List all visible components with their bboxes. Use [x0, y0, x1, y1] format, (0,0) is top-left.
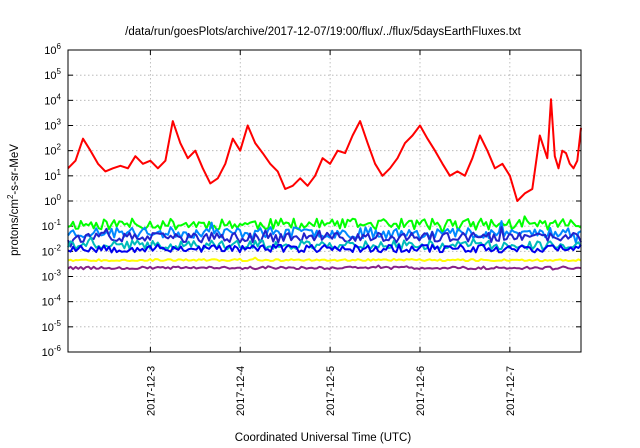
series-line-5 [67, 236, 582, 252]
series-line-4 [67, 226, 582, 248]
y-axis-label-post: -s-sr-MeV [9, 144, 21, 195]
y-tick-label: 100 [44, 193, 61, 208]
y-tick-label: 103 [44, 118, 61, 133]
x-tick-label: 2017-12-3 [145, 366, 157, 416]
y-tick-label: 104 [44, 92, 61, 107]
x-tick-label: 2017-12-4 [235, 366, 247, 416]
grid [68, 49, 581, 353]
series-line-6 [67, 243, 582, 254]
y-tick-label: 10-5 [42, 319, 62, 334]
y-tick-label: 10-3 [42, 269, 62, 284]
series-line-1 [67, 98, 582, 202]
y-tick-label: 10-2 [42, 243, 62, 258]
y-axis-label: protons/cm2-s-sr-MeV [6, 144, 21, 256]
plot-frame [67, 49, 582, 353]
y-tick-label: 10-1 [42, 218, 62, 233]
x-tick-labels: 2017-12-3 2017-12-4 2017-12-5 2017-12-6 2017… [145, 366, 516, 416]
y-axis-label-sup: 2 [6, 194, 15, 199]
series-group [67, 98, 582, 271]
y-tick-label: 10-6 [42, 344, 62, 359]
y-axis-label-pre: protons/cm [9, 199, 21, 256]
y-tick-labels: 10-6 10-5 10-4 10-3 10-2 10-1 100 101 102 103 104 1… [42, 42, 62, 359]
x-axis-label: Coordinated Universal Time (UTC) [235, 432, 412, 444]
y-tick-label: 106 [44, 42, 61, 57]
x-tick-label: 2017-12-5 [325, 366, 337, 416]
y-tick-label: 10-4 [42, 294, 62, 309]
y-tick-label: 102 [44, 143, 61, 158]
series-line-7 [67, 256, 582, 263]
y-tick-label: 101 [44, 168, 61, 183]
chart-title: /data/run/goesPlots/archive/2017-12-07/1… [125, 26, 521, 38]
series-line-8 [67, 264, 582, 271]
x-tick-label: 2017-12-6 [415, 366, 427, 416]
series-line-2 [67, 215, 582, 234]
x-tick-label: 2017-12-7 [505, 366, 517, 416]
y-tick-label: 105 [44, 67, 61, 82]
